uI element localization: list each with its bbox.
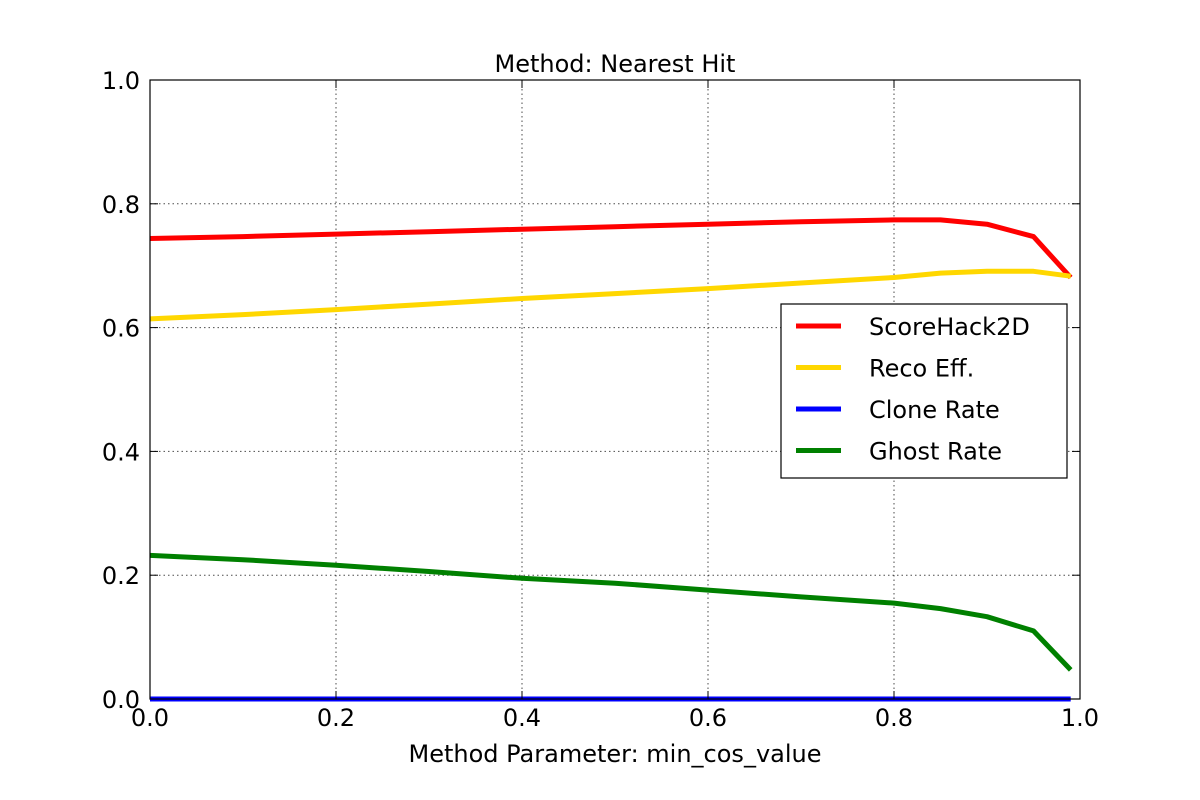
legend-label-scorehack2d: ScoreHack2D [869,313,1030,341]
x-tick-label: 0.0 [131,704,169,732]
plot-frame [149,79,1081,700]
y-tick-label: 1.0 [102,67,140,95]
series-line-reco-eff [149,268,1072,322]
chart-title: Method: Nearest Hit [495,50,736,78]
y-tick-label: 0.8 [102,191,140,219]
x-tick-label: 1.0 [1061,704,1099,732]
y-tick-label: 0.4 [102,438,140,466]
y-tick-label: 0.6 [102,315,140,343]
y-tick-label: 0.0 [102,686,140,714]
series-line-scorehack2d [149,217,1073,280]
legend-label-clone-rate: Clone Rate [869,396,1000,424]
series-line-ghost-rate [149,552,1073,672]
legend-label-ghost-rate: Ghost Rate [869,438,1002,466]
legend-label-reco-eff: Reco Eff. [869,355,974,383]
x-tick-label: 0.4 [503,704,541,732]
x-axis-label: Method Parameter: min_cos_value [409,740,822,768]
y-tick-label: 0.2 [102,562,140,590]
x-tick-label: 0.2 [317,704,355,732]
axis-ticks: 0.0 0.2 0.4 0.6 0.8 1.0 0.0 0.2 0.4 0.6 0.8 1.0 [102,67,1099,732]
x-tick-label: 0.8 [875,704,913,732]
x-tick-label: 0.6 [689,704,727,732]
legend: ScoreHack2D Reco Eff. Clone Rate Ghost Rate [780,303,1068,479]
